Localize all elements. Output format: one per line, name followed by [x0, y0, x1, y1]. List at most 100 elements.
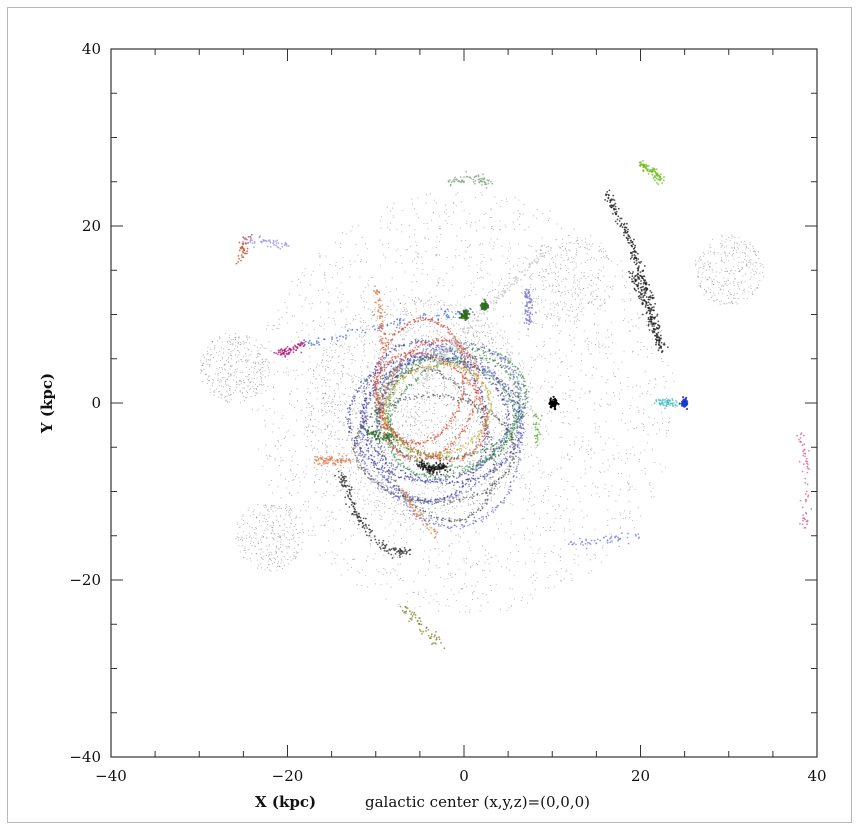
background-point: [521, 317, 523, 319]
background-point: [467, 486, 469, 488]
background-point: [415, 281, 417, 283]
background-point: [501, 430, 503, 432]
background-point: [348, 395, 350, 397]
background-point: [407, 402, 409, 404]
background-point: [302, 529, 304, 531]
background-point: [482, 452, 484, 454]
background-point: [428, 419, 430, 421]
background-point: [491, 337, 493, 339]
background-point: [649, 481, 651, 484]
background-point: [258, 448, 260, 450]
background-point: [590, 559, 592, 561]
background-point: [736, 292, 738, 295]
background-point: [426, 432, 428, 434]
background-point: [383, 567, 385, 569]
background-point: [582, 314, 584, 316]
background-point: [426, 497, 428, 499]
background-point: [424, 236, 426, 238]
background-point: [701, 277, 703, 279]
background-point: [361, 325, 363, 327]
background-point: [720, 246, 722, 248]
background-point: [240, 380, 242, 382]
background-point: [498, 486, 500, 489]
background-point: [445, 220, 447, 222]
background-point: [495, 463, 497, 466]
background-point: [710, 246, 712, 248]
background-point: [577, 492, 579, 494]
background-point: [436, 330, 438, 332]
background-point: [517, 243, 520, 245]
background-point: [478, 341, 480, 343]
background-point: [239, 538, 242, 541]
background-point: [490, 355, 492, 357]
background-point: [399, 391, 401, 394]
background-point: [503, 358, 505, 360]
background-point: [402, 414, 404, 416]
background-point: [326, 355, 328, 357]
background-point: [490, 473, 492, 475]
background-point: [440, 491, 442, 493]
background-point: [608, 491, 610, 493]
background-point: [448, 605, 450, 607]
background-point: [461, 449, 463, 451]
background-point: [352, 558, 354, 561]
background-point: [633, 527, 635, 529]
background-point: [352, 534, 354, 536]
background-point: [389, 210, 392, 212]
background-point: [320, 325, 322, 327]
background-point: [465, 339, 467, 342]
background-point: [620, 514, 622, 516]
background-point: [293, 555, 295, 557]
background-point: [638, 317, 640, 319]
background-point: [441, 480, 443, 482]
background-point: [491, 259, 493, 261]
background-point: [348, 349, 351, 351]
background-point: [560, 548, 562, 550]
background-point: [733, 246, 735, 249]
background-point: [251, 350, 253, 352]
background-point: [288, 430, 290, 432]
background-point: [393, 371, 395, 373]
background-point: [313, 526, 315, 528]
background-point: [489, 342, 491, 344]
background-point: [564, 415, 566, 417]
background-point: [279, 546, 282, 548]
background-point: [422, 531, 424, 533]
background-point: [421, 453, 423, 455]
background-point: [248, 536, 251, 538]
background-point: [257, 350, 259, 352]
background-point: [427, 487, 429, 489]
background-point: [397, 322, 399, 324]
background-point: [460, 201, 462, 203]
background-point: [750, 263, 752, 265]
background-point: [275, 550, 277, 552]
background-point: [559, 284, 561, 286]
background-point: [551, 420, 553, 422]
background-point: [699, 259, 702, 261]
background-point: [452, 312, 454, 314]
background-point: [403, 309, 406, 311]
background-point: [243, 549, 245, 552]
background-point: [448, 216, 450, 218]
background-point: [296, 284, 298, 286]
background-point: [340, 378, 342, 380]
background-point: [489, 274, 491, 276]
background-point: [230, 358, 232, 360]
background-point: [600, 405, 602, 407]
background-point: [703, 252, 705, 254]
background-point: [471, 585, 473, 587]
background-point: [674, 406, 676, 409]
background-point: [483, 325, 485, 327]
background-point: [280, 541, 282, 543]
background-point: [531, 321, 533, 323]
background-point: [734, 270, 736, 272]
background-point: [490, 496, 492, 498]
background-point: [450, 328, 452, 330]
background-point: [586, 247, 588, 249]
background-point: [343, 421, 345, 423]
background-point: [268, 341, 270, 343]
background-point: [373, 501, 375, 504]
background-point: [482, 593, 484, 595]
background-point: [747, 255, 749, 257]
background-point: [724, 303, 726, 305]
